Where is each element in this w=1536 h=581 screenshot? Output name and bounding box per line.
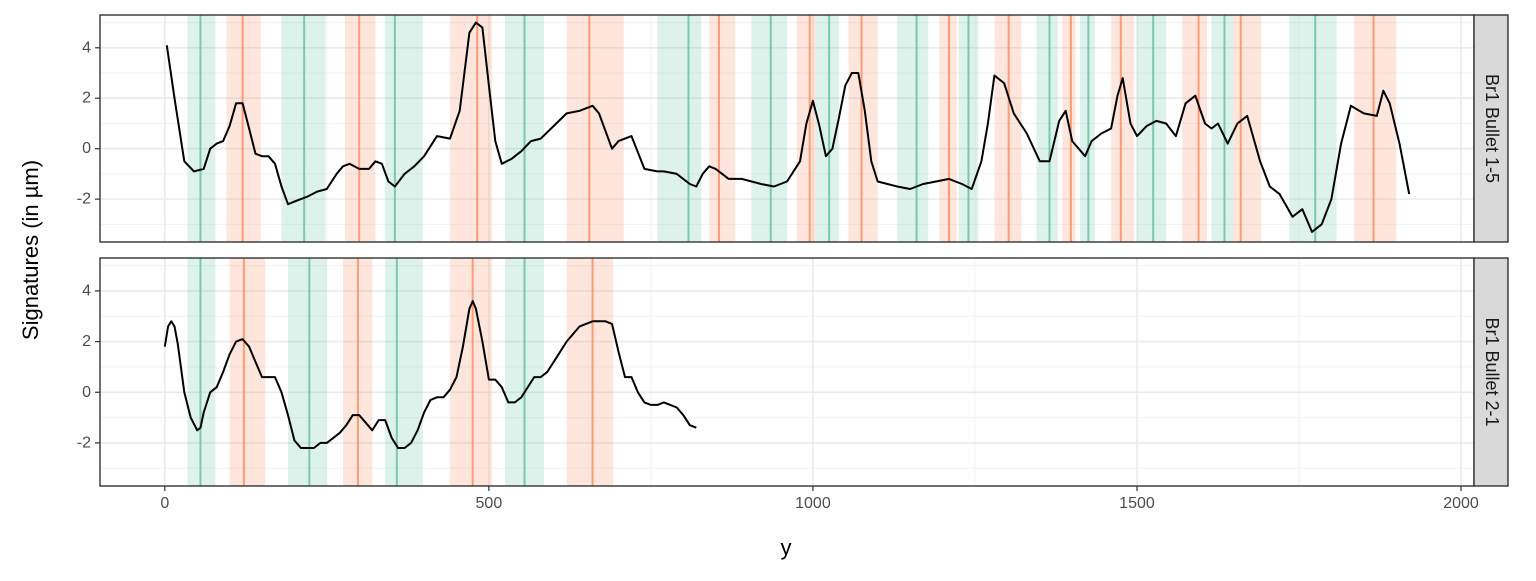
panel-1-band-green xyxy=(657,15,702,242)
panel-2-strip xyxy=(1473,257,1509,487)
panel-1-band-green xyxy=(1036,15,1058,242)
panel-1-band-orange xyxy=(709,15,736,242)
panel-1-band-orange xyxy=(848,15,878,242)
panel-1-signature-line xyxy=(165,21,1411,233)
panel-1-band-orange xyxy=(1182,15,1207,242)
panel-1-y-tick-label: 4 xyxy=(82,39,91,56)
panel-1-strip-label: Br1 Bullet 1-5 xyxy=(1482,74,1502,183)
panel-2-y-tick-label: -2 xyxy=(77,434,91,451)
panel-2-signature-line xyxy=(163,300,697,449)
panel-1-band-green xyxy=(897,15,929,242)
panel-2-y-tick-label: 0 xyxy=(82,384,91,401)
panel-1-band-green xyxy=(1211,15,1233,242)
panel-1-y-tick-label: -2 xyxy=(77,191,91,208)
x-tick-label: 1500 xyxy=(1119,495,1155,512)
panel-2-band-green xyxy=(385,258,423,486)
panel-1-y-tick-label: 0 xyxy=(82,140,91,157)
panel-1-band-green xyxy=(1289,15,1337,242)
panel-1-band-orange xyxy=(566,15,624,242)
panel-1-band-orange xyxy=(1111,15,1134,242)
x-axis-title: y xyxy=(781,535,792,560)
panel-2-y-tick-label: 4 xyxy=(82,282,91,299)
panel-1-strip xyxy=(1473,14,1509,243)
panel-1-band-green xyxy=(816,15,839,242)
y-axis-title: Signatures (in µm) xyxy=(18,160,43,340)
panel-1-band-orange xyxy=(1232,15,1262,242)
x-tick-label: 0 xyxy=(160,495,169,512)
panel-1-band-orange xyxy=(1354,15,1397,242)
panel-1-y-tick-label: 2 xyxy=(82,90,91,107)
panel-2-background xyxy=(100,258,1474,486)
x-tick-label: 500 xyxy=(476,495,503,512)
panel-2-band-green xyxy=(287,258,327,486)
x-tick-label: 1000 xyxy=(795,495,831,512)
panel-2-band-orange xyxy=(449,258,493,486)
panel-1-band-green xyxy=(751,15,787,242)
panel-2-band-orange xyxy=(566,258,614,486)
panel-2-strip-label: Br1 Bullet 2-1 xyxy=(1482,317,1502,426)
panel-1-band-green xyxy=(385,15,423,242)
panel-1-band-green xyxy=(1136,15,1167,242)
panel-1-background xyxy=(100,15,1474,242)
panel-2-y-tick-label: 2 xyxy=(82,333,91,350)
x-tick-label: 2000 xyxy=(1443,495,1479,512)
